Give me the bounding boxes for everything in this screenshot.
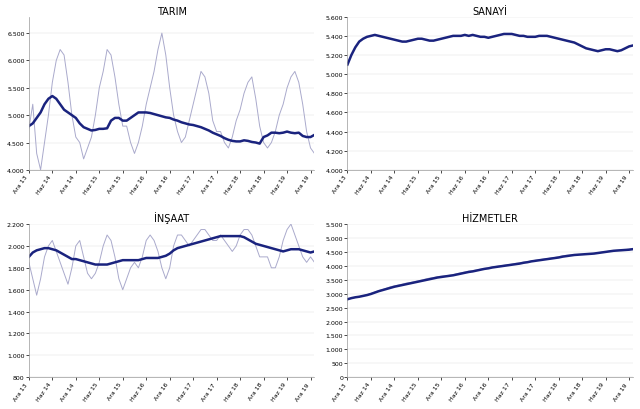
Title: SANAYİ: SANAYİ	[473, 7, 508, 17]
Title: TARIM: TARIM	[157, 7, 187, 17]
Title: HİZMETLER: HİZMETLER	[462, 214, 518, 224]
Title: İNŞAAT: İNŞAAT	[154, 212, 189, 224]
